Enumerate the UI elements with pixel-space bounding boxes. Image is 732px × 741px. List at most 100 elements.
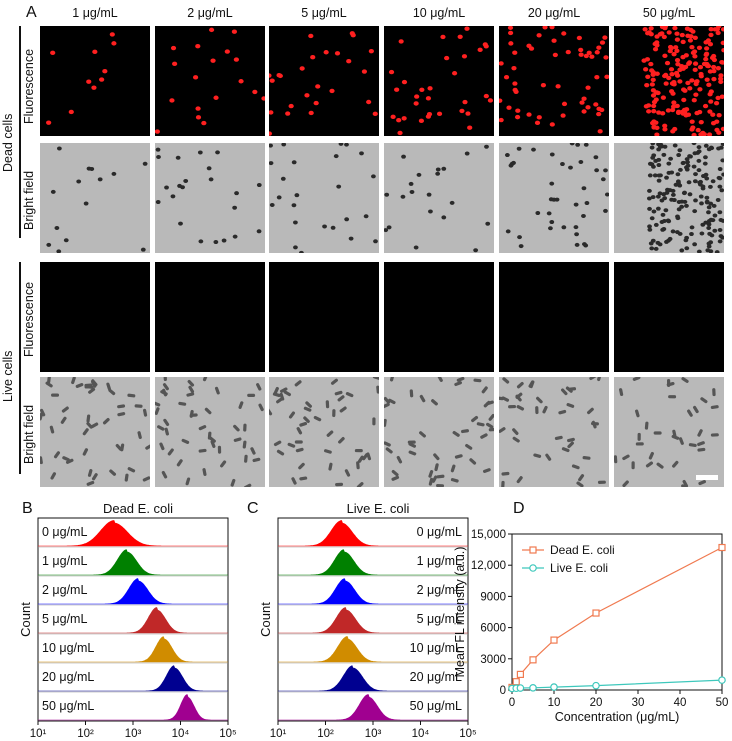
dead-cell <box>675 230 680 235</box>
fluorescent-cell <box>102 68 108 74</box>
live-cell <box>354 448 363 453</box>
fluorescent-cell <box>648 61 654 67</box>
dead-cell <box>679 204 685 209</box>
fluorescent-cell <box>310 55 316 60</box>
fluorescent-cell <box>299 66 305 71</box>
fluorescent-cell <box>155 129 160 134</box>
series-label: 1 μg/mL <box>417 554 462 568</box>
live-cell <box>247 393 256 398</box>
dead-fluorescence-image <box>155 26 265 136</box>
dead-cell <box>269 161 274 166</box>
fluorescent-cell <box>457 34 463 39</box>
fluorescent-cell <box>536 115 542 120</box>
fluorescent-cell <box>549 26 555 30</box>
dead-cell <box>435 171 441 176</box>
live-cell <box>712 388 716 397</box>
dead-cell <box>719 188 724 193</box>
chart-title: Dead E. coli <box>103 501 173 516</box>
dead-cell <box>574 242 580 247</box>
fluorescent-cell <box>683 64 689 70</box>
fluorescent-cell <box>713 100 720 106</box>
live-cell <box>672 460 679 468</box>
fluorescent-cell <box>269 78 275 83</box>
dead-cell <box>647 224 652 229</box>
fluorescent-cell <box>681 97 687 103</box>
dead-cell <box>696 145 702 150</box>
live-cell <box>288 411 296 419</box>
fluorescent-cell <box>718 79 724 85</box>
live-cell <box>339 406 347 413</box>
live-cell <box>391 475 400 481</box>
fluorescent-cell <box>673 45 679 50</box>
y-tick-label: 15,000 <box>471 529 506 541</box>
panel-label-a: A <box>26 4 37 21</box>
fluorescent-cell <box>711 64 717 70</box>
x-tick-label: 10⁴ <box>412 728 430 740</box>
live-cell <box>142 476 150 482</box>
dead-cell <box>50 189 56 194</box>
histogram-area <box>38 549 228 576</box>
fluorescent-cell <box>594 74 600 80</box>
fluorescent-cell <box>308 33 314 39</box>
dead-brightfield-image <box>155 143 265 253</box>
series-line <box>511 679 723 689</box>
live-cell <box>276 449 285 456</box>
live-cell <box>384 396 391 404</box>
dead-cell <box>706 225 712 230</box>
live-cell <box>61 406 69 413</box>
live-fluorescence-label: Fluorescence <box>22 281 36 357</box>
live-cell <box>124 473 129 482</box>
live-cell <box>198 448 207 453</box>
fluorescent-cell <box>662 123 668 128</box>
x-tick-label: 10 <box>548 697 561 709</box>
histogram-area <box>278 636 468 663</box>
dead-cell <box>560 162 565 167</box>
live-cell <box>243 483 252 487</box>
live-cell <box>328 462 333 471</box>
live-cell <box>299 421 308 427</box>
fluorescent-cell <box>703 52 709 58</box>
fluorescent-cell <box>507 26 514 30</box>
live-cell <box>299 476 308 481</box>
live-cell <box>419 394 426 403</box>
fluorescent-cell <box>390 114 396 120</box>
scale-bar <box>696 475 718 480</box>
live-cell <box>214 386 220 395</box>
fluorescent-cell <box>721 48 724 53</box>
fluorescent-cell <box>586 50 592 55</box>
live-cell <box>187 379 195 387</box>
dead-cell <box>142 161 148 166</box>
x-tick-label: 10² <box>317 728 334 740</box>
histogram-area <box>278 607 468 634</box>
fluorescent-cell <box>704 46 710 51</box>
dead-cell <box>647 188 652 193</box>
dead-cell <box>441 215 447 220</box>
dead-cell <box>704 176 710 181</box>
fluorescent-cell <box>641 58 647 63</box>
live-cell <box>163 377 167 382</box>
live-cell <box>238 401 244 409</box>
dead-cell <box>666 170 672 175</box>
live-cell <box>480 433 488 439</box>
fluorescent-cell <box>719 59 724 65</box>
live-cell <box>693 405 699 414</box>
dead-cell <box>680 161 686 166</box>
fluorescent-cell <box>388 69 395 75</box>
live-cell <box>672 429 677 438</box>
series-label: 0 μg/mL <box>417 525 462 539</box>
fluorescent-cell <box>477 47 483 53</box>
fluorescent-cell <box>99 77 105 82</box>
fluorescent-cell <box>551 38 557 43</box>
fluorescent-cell <box>698 73 704 79</box>
dead-cell <box>573 225 579 230</box>
fluorescent-cell <box>674 48 680 53</box>
dead-cell <box>712 213 718 218</box>
fluorescent-cell <box>583 53 589 59</box>
live-cell <box>407 440 416 444</box>
live-cell <box>127 467 136 473</box>
dead-cell <box>691 164 697 169</box>
fluorescent-cell <box>599 107 605 113</box>
dead-cell <box>652 173 658 178</box>
fluorescent-cell <box>707 109 713 114</box>
live-cell <box>384 402 390 409</box>
